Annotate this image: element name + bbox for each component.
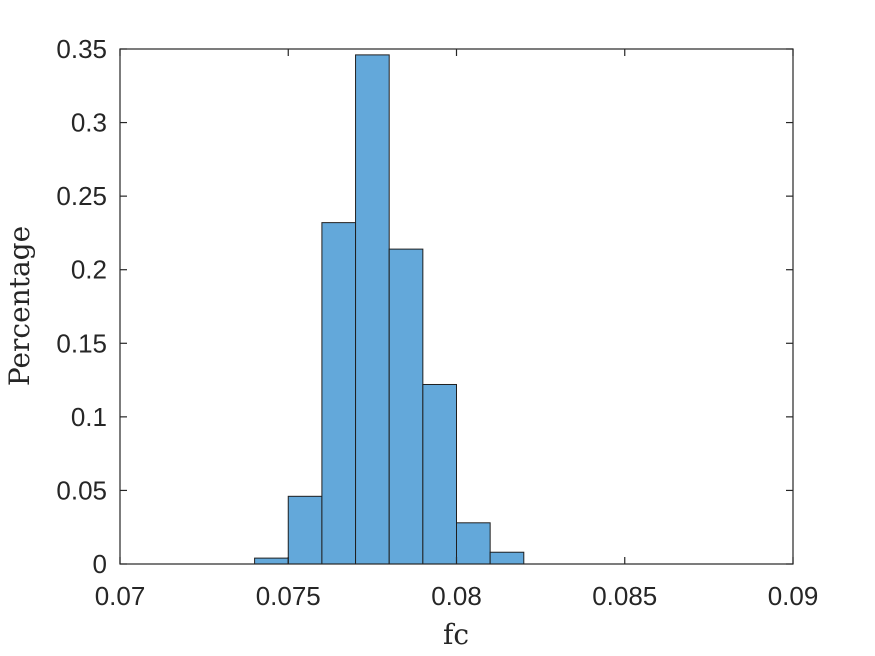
histogram-bar-1: [254, 557, 289, 565]
y-tick-label-1: 0: [93, 549, 107, 579]
histogram-bar-2: [287, 495, 323, 565]
y-tick-label-2: 0.05: [56, 475, 107, 505]
histogram-bar-6: [422, 383, 458, 565]
y-tick-label-5: 0.2: [71, 255, 107, 285]
tick-labels-group: 0.07 0.075 0.08 0.085 0.09 0 0.05 0.1 0.15 0.2 0.2…: [56, 34, 818, 611]
plot-frame: [119, 48, 794, 565]
histogram-bar-7: [456, 522, 491, 565]
histogram-bar-4: [355, 54, 390, 565]
histogram-bar-5: [388, 248, 424, 565]
y-tick-label-3: 0.1: [71, 402, 107, 432]
histogram-bar-3: [321, 222, 357, 565]
histogram-bar-8: [489, 551, 525, 565]
y-tick-label-7: 0.3: [71, 108, 107, 138]
bars-group: [254, 54, 525, 565]
x-tick-label-3: 0.08: [431, 581, 482, 611]
y-tick-label-4: 0.15: [56, 328, 107, 358]
x-axis-label: fc: [443, 618, 469, 651]
x-tick-label-2: 0.075: [256, 581, 321, 611]
y-axis-label: Percentage: [3, 226, 36, 386]
x-tick-label-1: 0.07: [95, 581, 146, 611]
x-tick-label-5: 0.09: [768, 581, 819, 611]
y-tick-label-6: 0.25: [56, 181, 107, 211]
y-tick-label-8: 0.35: [56, 34, 107, 64]
x-tick-label-4: 0.085: [592, 581, 657, 611]
